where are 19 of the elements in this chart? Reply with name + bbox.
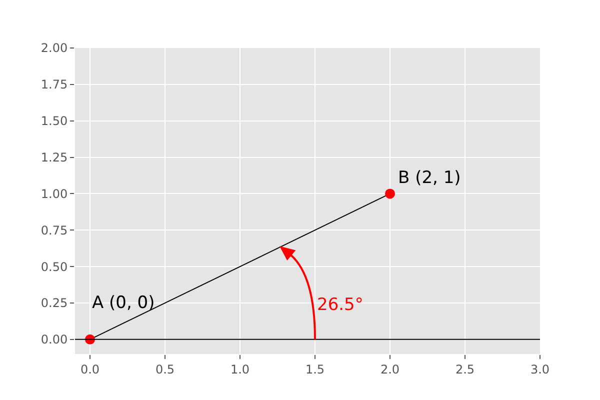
x-tick-label: 3.0 [530,362,550,376]
annotation: A (0, 0) [92,293,155,313]
y-tick-label: 0.50 [40,260,68,274]
y-tick-label: 0.00 [40,332,68,347]
y-tick-label: 0.25 [40,296,68,310]
annotation: 26.5° [317,295,364,315]
y-tick-label: 0.75 [40,223,68,238]
x-tick-label: 0.5 [155,362,175,376]
x-tick-label: 1.0 [230,362,250,376]
y-tick-label: 1.50 [40,114,68,128]
y-tick-label: 1.00 [40,186,68,201]
y-tick-label: 1.75 [40,78,68,92]
x-tick-label: 0.0 [80,362,100,376]
x-tick-label: 1.5 [305,362,325,376]
x-tick-label: 2.5 [455,362,475,376]
annotation: B (2, 1) [398,168,461,188]
y-tick-label: 2.00 [40,41,68,56]
x-tick-label: 2.0 [380,362,400,376]
y-tick-label: 1.25 [40,150,68,164]
